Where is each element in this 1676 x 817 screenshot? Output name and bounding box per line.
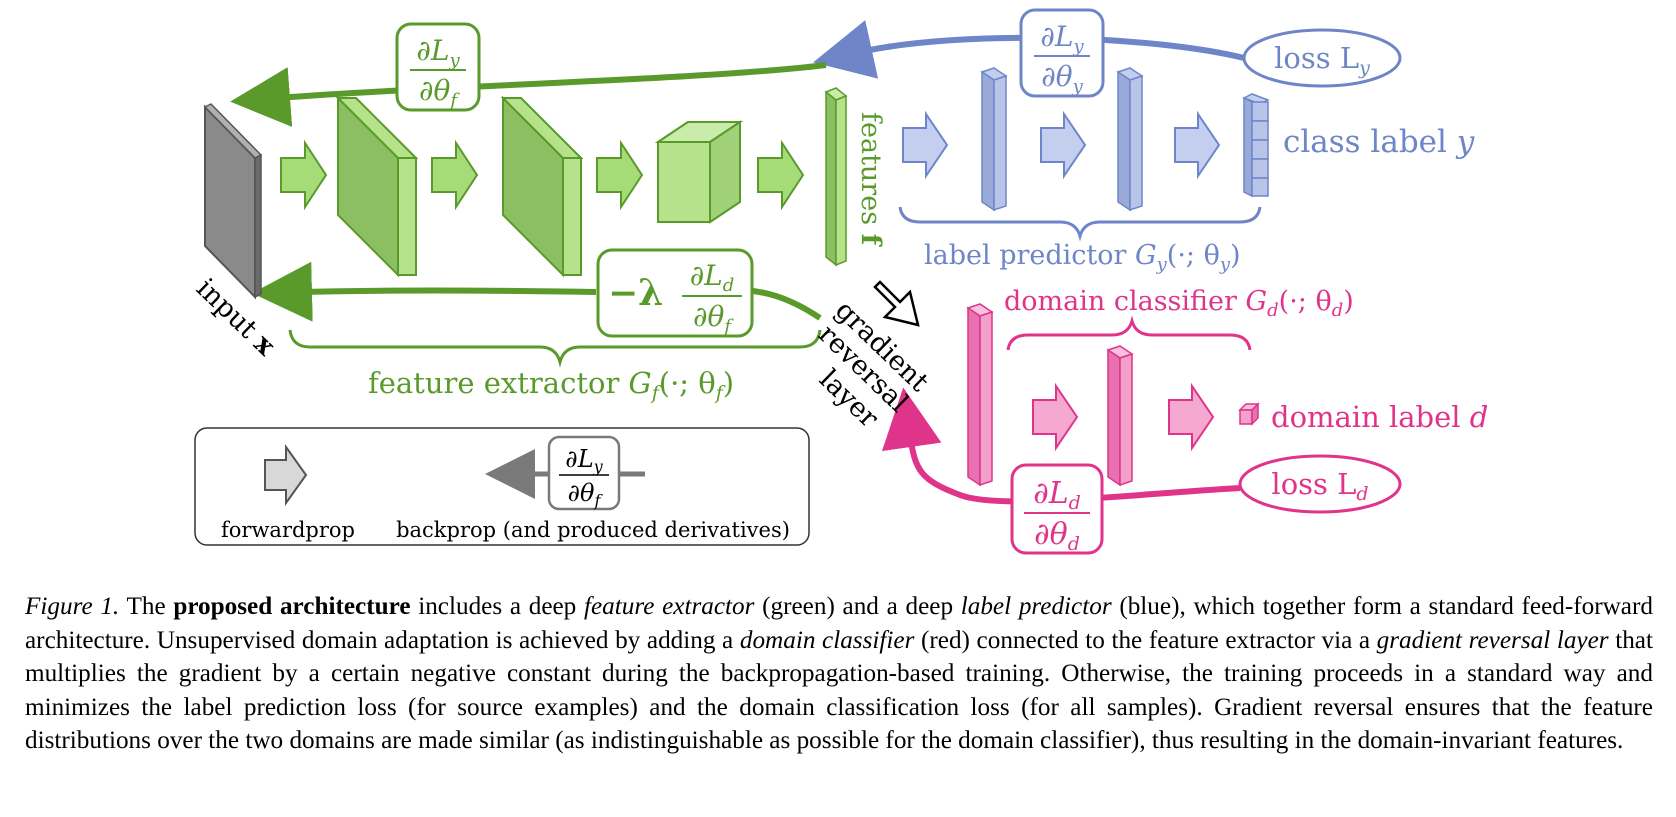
forward-arrow-3 [596,139,644,211]
caption-bold-term: proposed architecture [173,593,411,620]
gradient-reversal-arrow [873,280,920,327]
svg-text:∂Ly: ∂Ly [565,445,603,476]
reversed-grad-box: −λ ∂Ld ∂θf [596,248,754,338]
label-predictor-brace [898,206,1262,242]
architecture-diagram: input x features f feature extractor [190,8,1488,555]
legend-forward-arrow-icon [264,443,308,507]
label-forward-arrow-1 [902,110,949,180]
domain-classifier-label: domain classifier Gd(·; θd) [1004,286,1354,321]
conv-layer-2 [500,95,584,278]
domain-fc-layer-1 [966,303,994,487]
label-forward-arrow-2 [1040,110,1087,180]
backprop-arrow-domain-loss [882,387,1241,505]
svg-text:∂θf: ∂θf [568,479,604,510]
svg-text:loss Ly: loss Ly [1274,41,1370,79]
svg-text:∂Ly: ∂Ly [1040,20,1084,57]
svg-text:∂Ly: ∂Ly [416,34,460,71]
caption-figure-number: Figure 1. [25,593,120,620]
label-forward-arrow-3 [1174,110,1221,180]
caption-italic-term: feature extractor [583,593,755,620]
backprop-arrow-features-to-input [230,62,827,128]
feature-extractor-label: feature extractor Gf(·; θf) [368,366,734,404]
class-output-layer [1242,93,1270,198]
domain-forward-arrow-1 [1032,382,1079,452]
legend-backprop-label: backprop (and produced derivatives) [396,518,790,542]
svg-text:−λ: −λ [608,272,663,314]
features-layer [824,87,848,267]
figure-caption: Figure 1. The proposed architecture incl… [25,590,1653,758]
caption-text: (blue), which together form a standard f… [25,593,1653,654]
legend-backprop-box: ∂Ly ∂θf [547,435,621,511]
grad-ly-thetay-box: ∂Ly ∂θy [1019,8,1105,98]
loss-ly-ellipse: loss Ly [1242,28,1402,88]
domain-forward-arrow-2 [1168,382,1215,452]
input-label: input x [190,273,281,363]
caption-text: (green) and a deep [754,593,961,620]
label-fc-layer-1 [980,67,1008,212]
legend-forwardprop-label: forwardprop [221,518,355,542]
forward-arrow-1 [280,139,328,211]
grad-ly-thetaf-box: ∂Ly ∂θf [395,22,481,112]
feature-extractor-brace [288,329,822,368]
caption-text: includes a deep [410,593,584,620]
svg-text:∂θd: ∂θd [1034,517,1080,555]
features-label: features f [855,112,886,248]
svg-text:∂Ld: ∂Ld [690,259,735,296]
domain-classifier-brace [1006,315,1252,351]
input-layer [203,103,263,300]
label-fc-layer-2 [1116,67,1144,212]
conv-layer-3 [654,120,744,224]
label-predictor-label: label predictor Gy(·; θy) [924,240,1241,275]
svg-text:loss Ld: loss Ld [1271,467,1368,505]
domain-label: domain label d [1271,400,1488,434]
caption-italic-term: gradient reversal layer [1376,626,1609,654]
loss-ld-ellipse: loss Ld [1238,454,1402,514]
class-label: class label y [1283,124,1475,160]
domain-output-unit [1238,402,1260,426]
caption-text: that multiplies the gradient by a certai… [25,626,1653,755]
forward-arrow-4 [757,139,805,211]
caption-text: (red) connected to the feature extractor… [914,626,1377,654]
legend: forwardprop ∂Ly ∂θf backprop (and produc… [194,427,810,546]
caption-italic-term: domain classifier [739,626,915,654]
grad-ld-thetad-box: ∂Ld ∂θd [1010,463,1104,555]
svg-text:∂Ld: ∂Ld [1033,476,1081,514]
caption-text: The [119,593,174,620]
caption-italic-term: label predictor [960,593,1112,620]
forward-arrow-2 [431,139,479,211]
conv-layer-1 [335,95,419,278]
svg-text:∂θf: ∂θf [693,300,734,337]
svg-text:∂θy: ∂θy [1041,60,1083,97]
domain-fc-layer-2 [1106,345,1134,487]
